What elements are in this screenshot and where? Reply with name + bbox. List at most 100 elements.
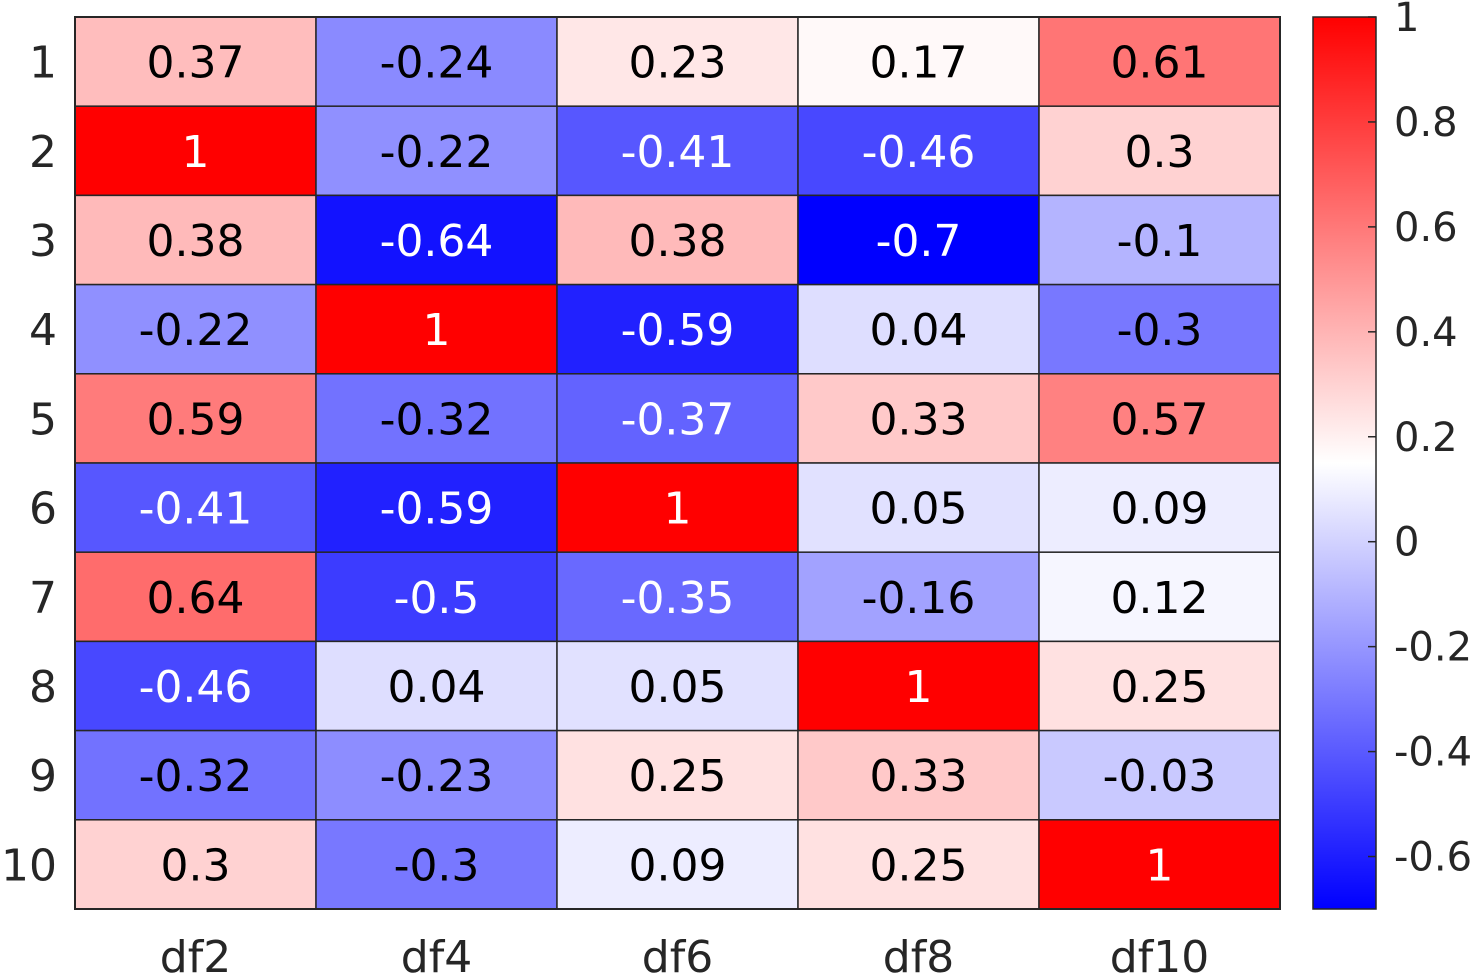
cell-value-label: 0.59 [147,394,245,445]
heatmap-cell [556,729,799,821]
cell-value-label: 0.09 [1111,484,1209,535]
x-axis-tick-labels: df2 df4 df6 df8 df10 [160,932,1209,974]
heatmap-cell [315,16,558,107]
cell-value-label: -0.16 [862,573,976,624]
cell-value-label: 0.23 [629,38,727,89]
cell-value-label: 1 [182,127,210,178]
colorbar-tick-label: -0.6 [1394,835,1472,881]
y-tick-label: 7 [29,573,57,624]
cell-value-label: -0.59 [621,305,735,356]
cell-value-label: -0.5 [394,573,480,624]
heatmap-cell [797,16,1040,107]
cell-value-label: 0.61 [1111,38,1209,89]
cell-value-label: -0.46 [862,127,976,178]
colorbar-tick-label: 1 [1394,0,1419,41]
colorbar-tick-label: 0.4 [1394,310,1458,356]
cell-value-label: 0.05 [870,484,968,535]
heatmap-cell [556,640,799,732]
cell-value-label: -0.22 [380,127,494,178]
cell-value-label: 0.04 [388,662,486,713]
cell-value-label: 0.3 [1125,127,1195,178]
heatmap-cell [797,819,1040,910]
cell-value-label: 0.37 [147,38,245,89]
cell-value-label: 1 [905,662,933,713]
cell-value-label: -0.59 [380,484,494,535]
plot-frame [74,16,1281,910]
x-tick-label: df6 [642,932,713,974]
heatmap-cell [556,373,799,464]
cell-value-label: -0.46 [139,662,253,713]
cell-value-label: -0.23 [380,751,494,802]
heatmap-cell [74,16,317,107]
heatmap-cell [315,194,558,286]
heatmap-cell [797,194,1040,286]
colorbar-tick-label: 0 [1394,520,1419,566]
heatmap-cell [556,194,799,286]
heatmap-cell [556,462,799,553]
y-tick-label: 5 [29,394,57,445]
cell-value-label: 0.25 [870,840,968,891]
x-tick-label: df10 [1110,932,1209,974]
cell-value-label: 0.38 [629,216,727,267]
heatmap-cell [74,640,317,732]
cell-value-label: -0.7 [876,216,962,267]
cell-value-label: 0.04 [870,305,968,356]
heatmap-cell [74,819,317,910]
heatmap-cell [556,283,799,375]
cell-value-label: 0.25 [629,751,727,802]
y-tick-label: 6 [29,484,57,535]
cell-value-label: -0.3 [394,840,480,891]
cell-value-label: -0.22 [139,305,253,356]
heatmap-cell [315,462,558,553]
heatmap-cell [315,729,558,821]
heatmap-cell [1038,194,1281,286]
y-axis-tick-labels: 1 2 3 4 5 6 7 8 9 10 [1,38,57,892]
x-tick-label: df8 [883,932,954,974]
cell-value-label: 0.09 [629,840,727,891]
cell-value-label: 0.12 [1111,573,1209,624]
colorbar-tick-label: 0.6 [1394,205,1458,251]
heatmap-cell [74,551,317,643]
cell-value-label: -0.37 [621,394,735,445]
heatmap-cell-labels: 0.37 -0.24 0.23 0.17 0.61 1 -0.22 -0.41 -0.46 0.3… [139,38,1217,892]
heatmap-cell [1038,373,1281,464]
heatmap-cell [1038,551,1281,643]
heatmap-cell [1038,819,1281,910]
heatmap-cell [315,283,558,375]
heatmap-cell [556,105,799,197]
colorbar-tick-label: -0.4 [1394,730,1472,776]
cell-value-label: 0.33 [870,394,968,445]
colorbar-tick-label: 0.2 [1394,415,1458,461]
colorbar-tick-label: -0.2 [1394,625,1472,671]
colorbar-ticks: 1 0.8 0.6 0.4 0.2 0 -0.2 -0.4 -0.6 [1368,0,1472,881]
y-tick-label: 4 [29,305,57,356]
cell-value-label: 0.25 [1111,662,1209,713]
cell-value-label: 0.64 [147,573,245,624]
heatmap-cell [74,105,317,197]
cell-value-label: -0.35 [621,573,735,624]
cell-value-label: -0.41 [621,127,735,178]
heatmap-cell [1038,283,1281,375]
heatmap-cell [797,283,1040,375]
y-tick-label: 2 [29,127,57,178]
cell-value-label: -0.41 [139,484,253,535]
heatmap-cell [315,373,558,464]
colorbar-tick-label: 0.8 [1394,100,1458,146]
heatmap-cell [1038,16,1281,107]
cell-value-label: 0.38 [147,216,245,267]
heatmap-cell [1038,105,1281,197]
colorbar: 1 0.8 0.6 0.4 0.2 0 -0.2 -0.4 -0.6 [1312,0,1472,910]
heatmap-cell [1038,729,1281,821]
heatmap-cells [74,16,1281,910]
colorbar-gradient [1312,16,1377,910]
cell-value-label: -0.64 [380,216,494,267]
y-tick-label: 1 [29,38,57,89]
cell-value-label: 1 [664,484,692,535]
cell-value-label: 0.33 [870,751,968,802]
cell-value-label: 0.05 [629,662,727,713]
x-tick-label: df2 [160,932,231,974]
x-tick-label: df4 [401,932,472,974]
cell-value-label: 1 [423,305,451,356]
cell-value-label: -0.32 [380,394,494,445]
